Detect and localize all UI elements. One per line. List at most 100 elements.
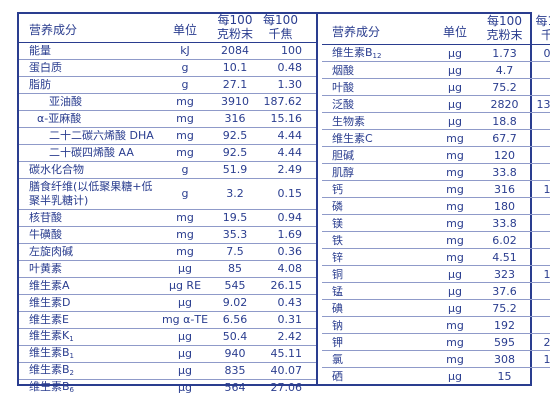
table-row: 二十碳四烯酸 AA mg 92.5 4.44 bbox=[19, 145, 316, 162]
nutrient-unit: µg bbox=[178, 382, 192, 394]
nutrient-name: 碳水化合物 bbox=[29, 164, 84, 176]
value-per-100kj: 0.36 bbox=[277, 245, 303, 259]
table-row: 碘 µg 75.2 3.61 bbox=[322, 300, 550, 317]
nutrient-unit: mg bbox=[446, 217, 464, 229]
nutrient-unit: µg bbox=[448, 285, 462, 297]
value-per-100kj: 0.48 bbox=[277, 61, 303, 75]
table-row: 泛酸 µg 2820 135.32 bbox=[322, 96, 550, 113]
table-row: 脂肪 g 27.1 1.30 bbox=[19, 77, 316, 94]
value-per-100g: 2084 bbox=[221, 44, 249, 58]
table-row: 维生素B2 µg 835 40.07 bbox=[19, 363, 316, 380]
nutrient-unit: mg bbox=[176, 229, 194, 241]
nutrient-name: 左旋肉碱 bbox=[29, 246, 73, 258]
nutrient-name: 维生素A bbox=[29, 280, 70, 292]
nutrient-name: 蛋白质 bbox=[29, 62, 62, 74]
value-per-100kj: 3.25 bbox=[531, 133, 550, 144]
table-row: 锌 mg 4.51 0.22 bbox=[322, 249, 550, 266]
value-per-100g: 9.02 bbox=[222, 296, 248, 310]
value-per-100kj: 4.44 bbox=[277, 146, 303, 160]
value-per-100kj: 0.22 bbox=[531, 252, 550, 263]
value-per-100g: 67.7 bbox=[492, 131, 517, 145]
nutrient-name: 维生素E bbox=[29, 314, 69, 326]
table-row: 钙 mg 316 15.16 bbox=[322, 181, 550, 198]
table-row: α-亚麻酸 mg 316 15.16 bbox=[19, 111, 316, 128]
value-per-100kj: 26.15 bbox=[270, 279, 303, 293]
nutrient-unit: g bbox=[181, 79, 189, 91]
nutrient-name: 生物素 bbox=[332, 115, 365, 127]
value-per-100g: 51.9 bbox=[222, 163, 248, 177]
value-per-100g: 192 bbox=[494, 318, 515, 332]
value-per-100g: 50.4 bbox=[222, 330, 248, 344]
value-per-100g: 15 bbox=[497, 369, 512, 383]
nutrient-name: 铜 bbox=[332, 268, 343, 280]
value-per-100g: 6.02 bbox=[492, 233, 517, 247]
nutrient-unit: mg bbox=[176, 246, 194, 258]
nutrient-unit: mg α-TE bbox=[161, 314, 209, 326]
value-per-100kj: 1.62 bbox=[531, 167, 550, 178]
value-per-100g: 316 bbox=[224, 112, 246, 126]
nutrient-unit: µg bbox=[178, 263, 192, 275]
value-per-100g: 4.7 bbox=[495, 63, 514, 77]
nutrient-name: 胆碱 bbox=[332, 149, 354, 161]
value-per-100g: 92.5 bbox=[222, 129, 248, 143]
value-per-100g: 835 bbox=[224, 364, 246, 378]
value-per-100g: 6.56 bbox=[222, 313, 248, 327]
value-per-100kj: 0.31 bbox=[277, 313, 303, 327]
value-per-100kj: 45.11 bbox=[270, 347, 303, 361]
value-per-100kj: 15.16 bbox=[270, 112, 303, 126]
value-per-100kj: 1.30 bbox=[277, 78, 303, 92]
value-per-100kj: 0.29 bbox=[531, 235, 550, 246]
nutrient-unit: mg bbox=[446, 166, 464, 178]
value-per-100g: 33.8 bbox=[492, 165, 517, 179]
value-per-100kj: 3.61 bbox=[531, 82, 550, 93]
value-per-100kj: 4.44 bbox=[277, 129, 303, 143]
nutrient-name: 氯 bbox=[332, 353, 343, 365]
value-per-100g: 75.2 bbox=[492, 301, 517, 315]
nutrient-name: 维生素B12 bbox=[332, 46, 382, 60]
nutrient-name: 叶黄素 bbox=[29, 263, 62, 275]
table-row: 铜 µg 323 15.50 bbox=[322, 266, 550, 283]
nutrient-unit: µg bbox=[448, 115, 462, 127]
nutrient-unit: mg bbox=[446, 319, 464, 331]
value-per-100kj: 28.55 bbox=[543, 335, 550, 349]
nutrient-unit: µg bbox=[448, 268, 462, 280]
table-row: 钾 mg 595 28.55 bbox=[322, 334, 550, 351]
value-per-100kj: 187.62 bbox=[263, 95, 303, 109]
value-per-100kj: 1.62 bbox=[531, 218, 550, 229]
value-per-100g: 564 bbox=[224, 381, 246, 395]
nutrient-unit: µg bbox=[448, 98, 462, 110]
nutrient-name: 锌 bbox=[332, 251, 343, 263]
value-per-100g: 35.3 bbox=[222, 228, 248, 242]
value-per-100g: 316 bbox=[494, 182, 515, 196]
table-row: 能量 kJ 2084 100 bbox=[19, 43, 316, 60]
table-row: 钠 mg 192 9.21 bbox=[322, 317, 550, 334]
table-row: 维生素B6 µg 564 27.06 bbox=[19, 380, 316, 396]
nutrient-name: 能量 bbox=[29, 45, 51, 57]
table-row: 维生素E mg α-TE 6.56 0.31 bbox=[19, 312, 316, 329]
nutrient-name: 叶酸 bbox=[332, 81, 354, 93]
nutrient-unit: µg bbox=[178, 365, 192, 377]
nutrient-unit: mg bbox=[176, 113, 194, 125]
nutrient-unit: g bbox=[181, 188, 189, 200]
nutrient-unit: µg bbox=[448, 47, 462, 59]
value-per-100g: 10.1 bbox=[222, 61, 248, 75]
nutrient-unit: mg bbox=[176, 130, 194, 142]
table-row: 核苷酸 mg 19.5 0.94 bbox=[19, 210, 316, 227]
value-per-100kj: 8.64 bbox=[531, 201, 550, 212]
nutrient-unit: µg bbox=[178, 348, 192, 360]
table-row: 镁 mg 33.8 1.62 bbox=[322, 215, 550, 232]
table-row: 维生素B1 µg 940 45.11 bbox=[19, 346, 316, 363]
nutrient-unit: µg bbox=[448, 81, 462, 93]
value-per-100g: 37.6 bbox=[492, 284, 517, 298]
table-row: 维生素D µg 9.02 0.43 bbox=[19, 295, 316, 312]
value-per-100kj: 4.08 bbox=[277, 262, 303, 276]
value-per-100kj: 1.80 bbox=[531, 286, 550, 297]
value-per-100g: 308 bbox=[494, 352, 515, 366]
table-row: 烟酸 µg 4.7 0.23 bbox=[322, 62, 550, 79]
table-row: 亚油酸 mg 3910 187.62 bbox=[19, 94, 316, 111]
nutrient-name: 维生素B2 bbox=[29, 364, 75, 378]
value-per-100kj: 15.16 bbox=[543, 182, 550, 196]
value-per-100g: 27.1 bbox=[222, 78, 248, 92]
